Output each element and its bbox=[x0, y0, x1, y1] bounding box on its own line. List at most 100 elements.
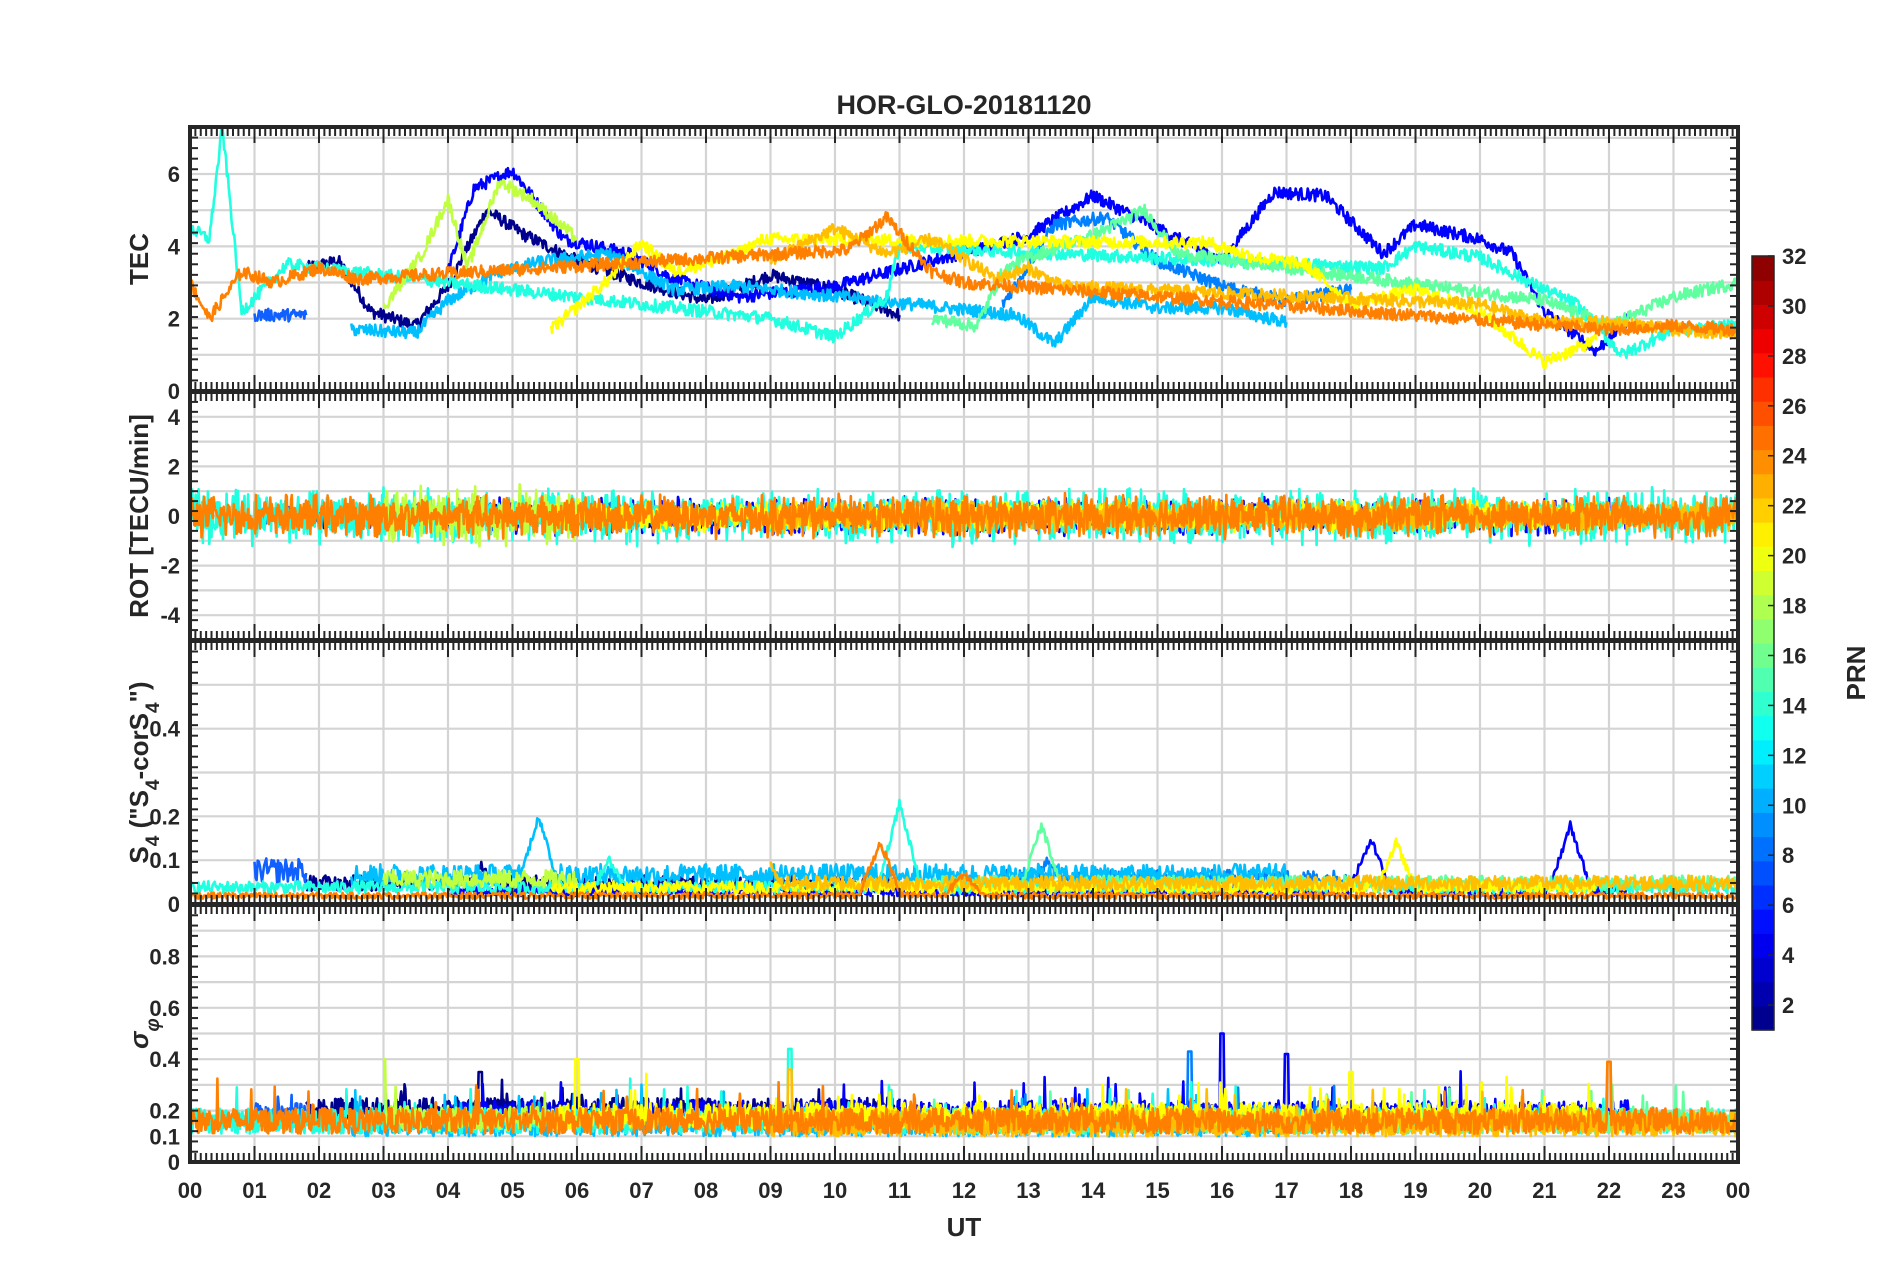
colorbar-tick-label: 30 bbox=[1782, 294, 1806, 319]
colorbar-tick-label: 8 bbox=[1782, 843, 1794, 868]
colorbar-swatch bbox=[1752, 812, 1774, 838]
colorbar-swatch bbox=[1752, 763, 1774, 789]
y-tick-label: -2 bbox=[160, 554, 180, 579]
x-tick-label: 09 bbox=[758, 1178, 782, 1203]
x-tick-label: 02 bbox=[307, 1178, 331, 1203]
y-tick-label: 0.8 bbox=[149, 944, 180, 969]
y-tick-label: 0 bbox=[168, 1150, 180, 1175]
colorbar-tick-label: 32 bbox=[1782, 244, 1806, 269]
series-line-sigma-prn18 bbox=[383, 1057, 579, 1133]
x-tick-label: 10 bbox=[823, 1178, 847, 1203]
colorbar-swatch bbox=[1752, 788, 1774, 813]
x-tick-label: 15 bbox=[1145, 1178, 1169, 1203]
colorbar-swatch bbox=[1752, 739, 1774, 765]
colorbar-tick-label: 4 bbox=[1782, 943, 1795, 968]
series-line-tec-prn7 bbox=[253, 307, 308, 323]
colorbar-tick-label: 10 bbox=[1782, 793, 1806, 818]
x-tick-label: 12 bbox=[952, 1178, 976, 1203]
y-tick-label: 0.2 bbox=[149, 1099, 180, 1124]
y-tick-label: 0 bbox=[168, 379, 180, 404]
colorbar-swatch bbox=[1752, 522, 1774, 547]
colorbar-swatch bbox=[1752, 425, 1774, 451]
x-tick-label: 11 bbox=[888, 1178, 911, 1203]
y-tick-label: 2 bbox=[168, 307, 180, 332]
x-axis-title: UT bbox=[947, 1212, 982, 1242]
x-tick-label: 21 bbox=[1532, 1178, 1556, 1203]
colorbar-tick-label: 14 bbox=[1782, 693, 1807, 718]
colorbar-tick-label: 22 bbox=[1782, 494, 1806, 519]
x-tick-label: 08 bbox=[694, 1178, 718, 1203]
x-tick-label: 06 bbox=[565, 1178, 589, 1203]
y-tick-label: 4 bbox=[168, 405, 181, 430]
x-tick-label: 07 bbox=[629, 1178, 653, 1203]
colorbar-swatch bbox=[1752, 667, 1774, 692]
colorbar-tick-label: 26 bbox=[1782, 394, 1806, 419]
colorbar-swatch bbox=[1752, 449, 1774, 475]
y-tick-label: 6 bbox=[168, 162, 180, 187]
y-tick-label: 2 bbox=[168, 454, 180, 479]
x-tick-label: 18 bbox=[1339, 1178, 1363, 1203]
x-tick-label: 19 bbox=[1403, 1178, 1427, 1203]
colorbar-swatch bbox=[1752, 981, 1774, 1007]
colorbar-swatch bbox=[1752, 256, 1774, 281]
colorbar-tick-label: 20 bbox=[1782, 544, 1806, 569]
colorbar-tick-label: 24 bbox=[1782, 444, 1807, 469]
x-tick-label: 03 bbox=[371, 1178, 395, 1203]
colorbar-label: PRN bbox=[1841, 646, 1871, 701]
x-tick-label: 01 bbox=[242, 1178, 266, 1203]
colorbar-tick-label: 16 bbox=[1782, 643, 1806, 668]
colorbar-swatch bbox=[1752, 546, 1774, 572]
series-line-s4-prn18 bbox=[382, 868, 579, 890]
y-axis-title-rot: ROT [TECU/min] bbox=[124, 414, 154, 618]
colorbar-swatch bbox=[1752, 352, 1774, 378]
y-tick-label: 0.6 bbox=[149, 996, 180, 1021]
x-tick-label: 20 bbox=[1468, 1178, 1492, 1203]
series-line-tec-prn18 bbox=[382, 178, 578, 309]
x-tick-label: 22 bbox=[1597, 1178, 1621, 1203]
colorbar-swatch bbox=[1752, 1005, 1774, 1031]
colorbar-tick-label: 6 bbox=[1782, 893, 1794, 918]
series-group-rot bbox=[190, 483, 1738, 549]
colorbar-swatch bbox=[1752, 304, 1774, 330]
y-axis-title-tec: TEC bbox=[124, 233, 154, 285]
x-tick-label: 05 bbox=[500, 1178, 524, 1203]
colorbar-swatch bbox=[1752, 618, 1774, 644]
series-group-tec bbox=[190, 127, 1738, 370]
x-tick-label: 00 bbox=[178, 1178, 202, 1203]
series-line-rot-prn24 bbox=[190, 491, 1738, 541]
series-line-tec-prn20 bbox=[549, 232, 1598, 370]
series-line-tec-prn24 bbox=[190, 211, 1738, 337]
colorbar-tick-label: 2 bbox=[1782, 993, 1794, 1018]
colorbar-swatch bbox=[1752, 280, 1774, 305]
series-group-sigma bbox=[190, 1032, 1738, 1138]
y-tick-label: 0.4 bbox=[149, 1047, 180, 1072]
x-tick-label: 23 bbox=[1661, 1178, 1685, 1203]
colorbar-border bbox=[1751, 255, 1775, 1031]
y-tick-label: 4 bbox=[168, 234, 181, 259]
panel-tec: 0 2 4 6 TEC bbox=[124, 125, 1740, 404]
y-tick-label: 0.1 bbox=[149, 848, 180, 873]
x-tick-label: 14 bbox=[1081, 1178, 1106, 1203]
colorbar-swatch bbox=[1752, 570, 1774, 596]
colorbar-tick-label: 12 bbox=[1782, 743, 1806, 768]
y-tick-label: 0.1 bbox=[149, 1124, 180, 1149]
x-tick-label: 16 bbox=[1210, 1178, 1234, 1203]
y-tick-label: 0 bbox=[168, 504, 180, 529]
x-tick-label: 04 bbox=[436, 1178, 461, 1203]
colorbar-swatch bbox=[1752, 836, 1774, 862]
colorbar-swatch bbox=[1752, 376, 1774, 402]
series-line-sigma-prn24 bbox=[190, 1060, 1738, 1135]
colorbar-swatch bbox=[1752, 594, 1774, 620]
series-line-tec-prn22 bbox=[769, 223, 1738, 340]
colorbar-swatch bbox=[1752, 497, 1774, 523]
panel-rot: -4 -2 0 2 4 ROT [TECU/min] bbox=[124, 390, 1740, 642]
series-line-s4-prn11 bbox=[350, 817, 1288, 887]
panel-s4: 0 0.1 0.2 0.4S4 ("S4-corS4") bbox=[124, 639, 1740, 917]
colorbar-swatch bbox=[1752, 473, 1774, 499]
x-tick-label: 00 bbox=[1726, 1178, 1750, 1203]
series-line-s4-prn22 bbox=[769, 861, 1738, 893]
colorbar-tick-label: 28 bbox=[1782, 344, 1806, 369]
colorbar-tick-label: 18 bbox=[1782, 594, 1806, 619]
